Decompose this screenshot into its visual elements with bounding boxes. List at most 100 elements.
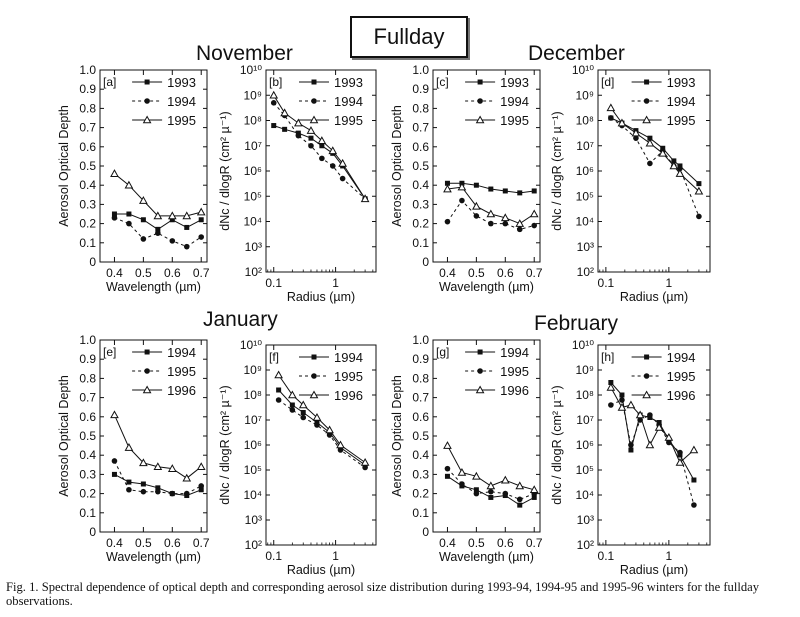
legend-label: 1996 (334, 388, 363, 403)
legend-label: 1996 (500, 383, 529, 398)
x-tick-label: 0.4 (106, 536, 123, 550)
data-point-1994 (473, 487, 479, 493)
y-tick-label: 0.2 (412, 487, 429, 501)
data-point-1994 (289, 402, 295, 408)
legend-marker (309, 115, 319, 124)
y-tick-label: 0 (89, 255, 96, 269)
data-point-1995 (608, 402, 614, 408)
legend-marker (311, 79, 317, 85)
legend-label: 1995 (500, 364, 529, 379)
y-tick-label: 0.1 (412, 236, 429, 250)
y-tick-label: 0.7 (79, 121, 96, 135)
y-tick-label: 10² (245, 265, 262, 279)
data-point-1994 (300, 410, 306, 415)
data-point-1996 (606, 382, 616, 391)
y-tick-label: 10⁹ (576, 363, 595, 377)
x-tick-label: 0.5 (468, 536, 485, 550)
panel-label: [e] (103, 345, 116, 359)
legend-label: 1994 (667, 94, 696, 109)
panel-label: [b] (269, 75, 282, 89)
data-point-1994 (619, 392, 625, 398)
data-point-1995 (289, 407, 296, 413)
x-tick-label: 0.6 (164, 266, 181, 280)
data-point-1994 (198, 234, 205, 240)
data-point-1995 (675, 168, 685, 177)
y-tick-label: 10⁵ (244, 463, 262, 477)
data-point-1996 (443, 441, 452, 449)
data-point-1994 (531, 494, 537, 500)
data-point-1996 (312, 412, 322, 421)
y-tick-label: 10⁸ (576, 114, 594, 128)
legend-marker (642, 115, 651, 124)
x-tick-label: 0.1 (598, 549, 615, 563)
data-point-1993 (308, 135, 314, 141)
y-tick-label: 10⁴ (243, 215, 262, 229)
data-point-1995 (124, 180, 134, 189)
y-tick-label: 0.5 (79, 159, 96, 173)
y-tick-label: 0.2 (79, 487, 96, 501)
data-point-1993 (671, 158, 677, 164)
month-title-february: February (534, 312, 619, 335)
data-point-1995 (515, 219, 525, 227)
data-point-1993 (271, 123, 277, 129)
data-point-1994 (140, 236, 147, 242)
y-tick-label: 0.7 (79, 391, 96, 405)
legend-marker (477, 98, 483, 104)
data-point-1995 (677, 449, 683, 456)
data-point-1994 (696, 213, 702, 220)
data-point-1995 (443, 184, 452, 193)
data-point-1994 (647, 160, 653, 167)
data-point-1995 (139, 196, 148, 204)
y-axis-label: Aerosol Optical Depth (57, 105, 71, 227)
month-title-november: November (196, 42, 293, 65)
data-point-1995 (628, 442, 634, 448)
data-point-1995 (669, 161, 679, 170)
data-point-1995 (182, 211, 192, 220)
data-point-1995 (183, 490, 190, 497)
y-tick-label: 0.3 (412, 467, 429, 481)
legend-label: 1993 (167, 75, 196, 90)
data-point-1996 (139, 458, 148, 467)
data-point-1995 (694, 186, 704, 195)
legend-label: 1993 (667, 75, 696, 90)
data-point-1995 (472, 201, 481, 210)
data-point-1995 (360, 194, 370, 203)
data-point-1996 (645, 440, 655, 449)
y-tick-label: 0.3 (412, 197, 429, 211)
data-point-1995 (153, 211, 163, 220)
series-line-1994 (610, 117, 700, 217)
series-line-1995 (610, 399, 695, 506)
data-point-1994 (488, 494, 494, 500)
y-tick-label: 0.4 (79, 178, 96, 192)
data-point-1994 (319, 155, 325, 162)
data-point-1993 (473, 182, 479, 188)
data-point-1996 (472, 471, 481, 480)
y-tick-label: 0.9 (79, 352, 96, 366)
data-point-1995 (691, 502, 697, 508)
y-tick-label: 0.5 (79, 429, 96, 443)
y-tick-label: 0.4 (79, 448, 96, 462)
x-axis-label: Wavelength (µm) (439, 280, 534, 294)
x-tick-label: 0.7 (526, 536, 543, 550)
x-axis-label: Radius (µm) (287, 290, 355, 304)
y-axis-label: dNc / dlogR (cm² µ⁻¹) (550, 385, 564, 504)
panel-e: 0 0.1 0.2 0.3 0.4 0.5 0.6 0.7 0.8 0.9 1.0 0.4 0.5 0.6… (57, 333, 210, 564)
x-tick-label: 0.4 (439, 266, 456, 280)
data-point-1994 (473, 213, 480, 219)
y-tick-label: 10⁶ (244, 438, 262, 452)
y-tick-label: 10⁶ (576, 164, 594, 178)
data-point-1995 (473, 490, 480, 497)
y-tick-label: 10⁸ (244, 114, 262, 128)
data-point-1995 (486, 209, 496, 218)
y-axis-label: dNc / dlogR (cm² µ⁻¹) (550, 111, 564, 230)
data-point-1995 (645, 138, 655, 147)
y-tick-label: 0.6 (79, 140, 96, 154)
y-tick-label: 10⁵ (244, 189, 262, 203)
panel-label: [g] (436, 345, 449, 359)
data-point-1995 (647, 412, 653, 418)
data-point-1995 (488, 488, 494, 495)
data-point-1993 (444, 180, 450, 186)
data-point-1996 (274, 370, 283, 379)
data-point-1995 (111, 458, 118, 464)
